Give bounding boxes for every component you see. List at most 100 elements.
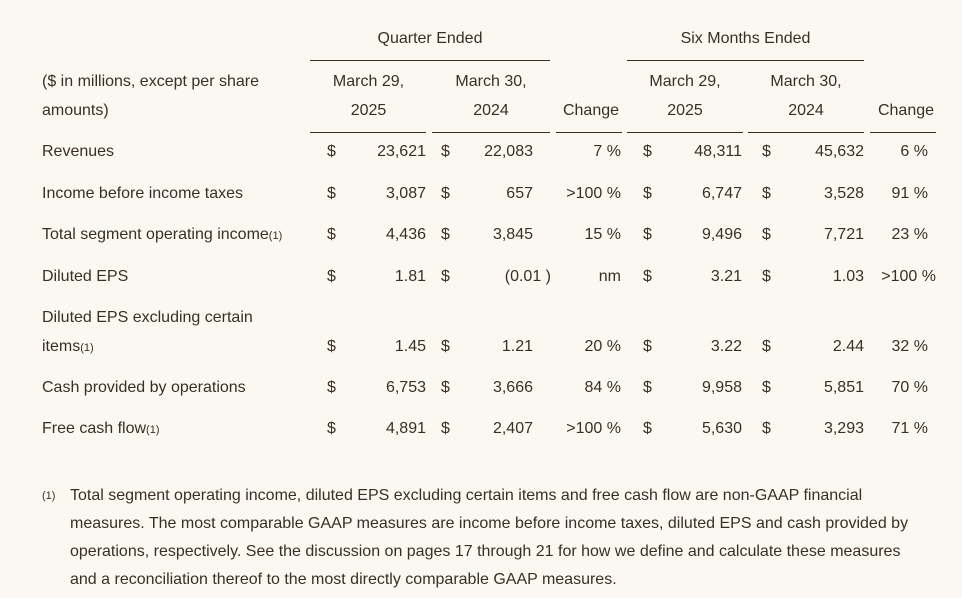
q-change-header: Change (562, 102, 620, 119)
table-cell: 22,083 (484, 143, 533, 160)
q-col2-header-line1: March 30, (455, 73, 527, 90)
q-change-rule (556, 132, 622, 133)
table-cell: 48,311 (694, 143, 742, 160)
table-cell: 1.21 (501, 338, 533, 355)
q-col2-header-line2: 2024 (473, 102, 509, 119)
six-months-ended-header: Six Months Ended (680, 30, 811, 47)
currency-symbol: $ (762, 143, 771, 160)
footnote-ref: (1) (80, 342, 94, 354)
currency-symbol: $ (327, 379, 336, 396)
table-cell: 6 % (900, 143, 928, 160)
footnote-line: measures. The most comparable GAAP measu… (70, 515, 909, 532)
table-cell: 5,851 (823, 379, 864, 396)
footnote-marker: (1) (42, 490, 56, 502)
table-cell: 23 % (891, 226, 928, 243)
s-change-rule (870, 132, 936, 133)
currency-symbol: $ (327, 185, 336, 202)
table-cell: 7,721 (823, 226, 864, 243)
currency-symbol: $ (643, 268, 652, 285)
footnote-line: and a reconciliation thereof to the most… (70, 571, 617, 588)
table-cell: 7 % (593, 143, 621, 160)
currency-symbol: $ (441, 185, 450, 202)
table-cell: 2,407 (492, 420, 533, 437)
row-label-line1: Diluted EPS excluding certain (42, 309, 253, 326)
table-cell: 3,845 (492, 226, 533, 243)
table-cell: >100 % (881, 268, 936, 285)
table-cell: 4,436 (385, 226, 426, 243)
table-cell: 5,630 (701, 420, 742, 437)
table-cell: 3,293 (823, 420, 864, 437)
quarter-ended-header: Quarter Ended (377, 30, 483, 47)
table-cell: 1.45 (394, 338, 426, 355)
footnote-ref: (1) (268, 230, 283, 242)
footnote-line: operations, respectively. See the discus… (70, 543, 901, 560)
footnote-ref: (1) (146, 424, 160, 436)
s-col2-rule (748, 132, 864, 133)
row-label: Revenues (42, 143, 115, 160)
row-label: items(1) (42, 338, 94, 355)
table-cell: 6,747 (701, 185, 742, 202)
table-cell: 3.22 (710, 338, 742, 355)
table-cell: 9,496 (701, 226, 742, 243)
currency-symbol: $ (762, 226, 771, 243)
currency-symbol: $ (643, 226, 652, 243)
table-cell: >100 % (566, 420, 621, 437)
currency-symbol: $ (643, 143, 652, 160)
table-cell: 15 % (584, 226, 621, 243)
row-label: Income before income taxes (42, 185, 243, 202)
currency-symbol: $ (762, 379, 771, 396)
currency-symbol: $ (762, 268, 771, 285)
table-cell: 32 % (891, 338, 928, 355)
currency-symbol: $ (441, 379, 450, 396)
s-change-header: Change (877, 102, 935, 119)
row-label: Diluted EPS (42, 268, 129, 285)
currency-symbol: $ (643, 185, 652, 202)
currency-symbol: $ (762, 338, 771, 355)
s-col2-header-line2: 2024 (788, 102, 824, 119)
row-label: Cash provided by operations (42, 379, 246, 396)
row-label: Total segment operating income(1) (42, 226, 283, 243)
currency-symbol: $ (327, 226, 336, 243)
currency-symbol: $ (441, 420, 450, 437)
currency-symbol: $ (327, 143, 336, 160)
table-cell: 3,528 (823, 185, 864, 202)
currency-symbol: $ (327, 268, 336, 285)
row-label: Free cash flow(1) (42, 420, 160, 437)
q-col2-rule (432, 132, 550, 133)
currency-symbol: $ (762, 185, 771, 202)
currency-symbol: $ (441, 338, 450, 355)
q-col1-header-line2: 2025 (350, 102, 387, 119)
table-cell: 1.03 (832, 268, 864, 285)
footnote-text: Total segment operating income, diluted … (70, 482, 950, 594)
currency-symbol: $ (327, 420, 336, 437)
units-label-line2: amounts) (42, 102, 109, 119)
currency-symbol: $ (441, 226, 450, 243)
table-cell: >100 % (566, 185, 621, 202)
table-cell: 2.44 (832, 338, 864, 355)
table-cell: 9,958 (701, 379, 742, 396)
table-cell: nm (598, 268, 621, 285)
table-cell: 4,891 (385, 420, 426, 437)
table-cell: 6,753 (385, 379, 426, 396)
table-cell: 3,666 (492, 379, 533, 396)
table-cell: 70 % (891, 379, 928, 396)
table-cell: 71 % (891, 420, 928, 437)
q-col1-rule (310, 132, 426, 133)
six-months-ended-rule (627, 60, 864, 61)
s-col1-rule (627, 132, 743, 133)
quarter-ended-rule (310, 60, 550, 61)
table-cell: 84 % (584, 379, 621, 396)
currency-symbol: $ (441, 268, 450, 285)
units-label-line1: ($ in millions, except per share (42, 73, 259, 90)
s-col1-header-line2: 2025 (667, 102, 703, 119)
s-col2-header-line1: March 30, (770, 73, 842, 90)
footnote-line: Total segment operating income, diluted … (70, 487, 863, 504)
s-col1-header-line1: March 29, (649, 73, 721, 90)
table-cell: 3.21 (710, 268, 742, 285)
table-cell: 23,621 (377, 143, 426, 160)
q-col1-header-line1: March 29, (332, 73, 405, 90)
table-cell: 45,632 (815, 143, 864, 160)
currency-symbol: $ (441, 143, 450, 160)
table-cell: 657 (506, 185, 533, 202)
table-cell: 20 % (584, 338, 621, 355)
